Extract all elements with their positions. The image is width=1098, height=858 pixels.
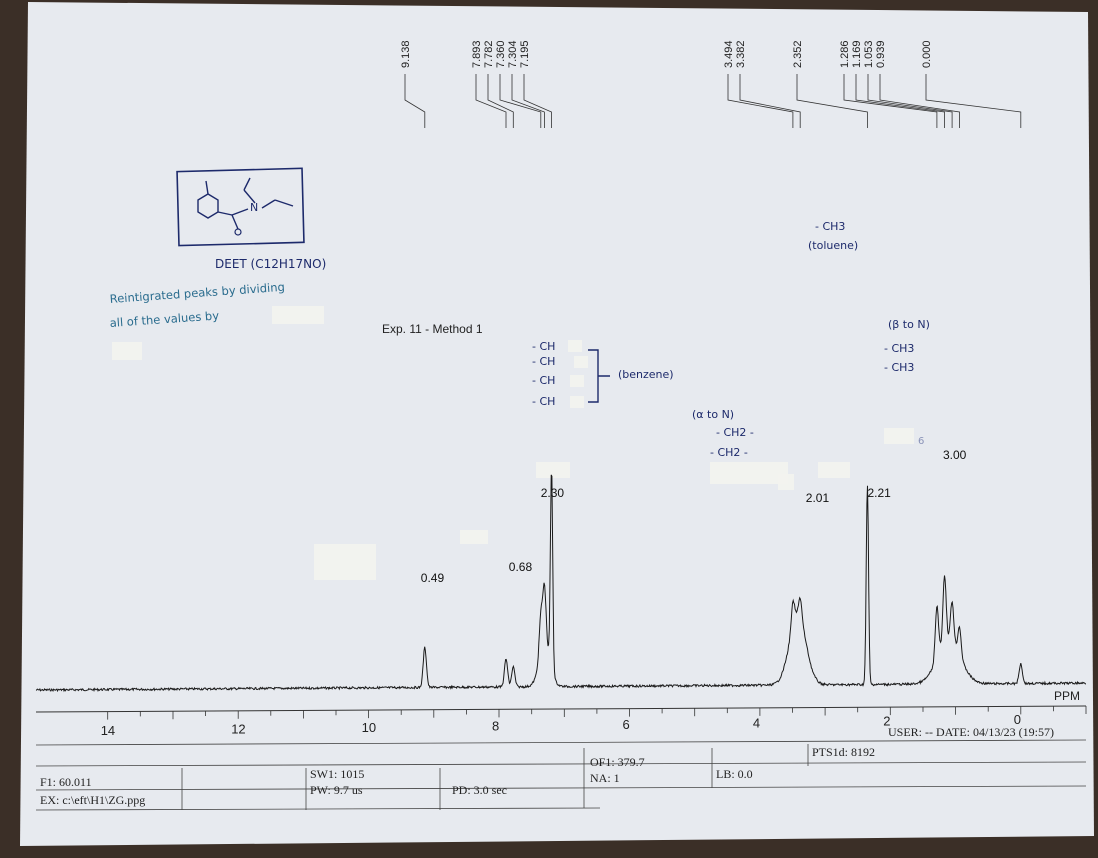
compound-name: DEET (C12H17NO) xyxy=(215,257,326,271)
peak-leader-line xyxy=(925,74,1022,128)
peak-label: 1.053 xyxy=(863,40,875,68)
toluene-ch3: - CH3 xyxy=(815,220,845,233)
peak-leader-line xyxy=(855,74,945,128)
tick-label: 4 xyxy=(753,715,760,730)
integral-value: 2.01 xyxy=(806,491,830,505)
beta-ch3-2: - CH3 xyxy=(884,361,914,374)
peak-label: 2.352 xyxy=(792,40,804,68)
benzene-annotation: - CH - CH - CH - CH (benzene) xyxy=(532,340,674,408)
integral-value: 2.30 xyxy=(541,486,565,500)
paper-sheet xyxy=(20,2,1094,846)
handwritten-six: 6 xyxy=(918,436,924,447)
beta-ch3-1: - CH3 xyxy=(884,342,914,355)
tape-patch xyxy=(314,544,376,580)
tick-label: 2 xyxy=(883,714,890,729)
benzene-label: (benzene) xyxy=(618,368,674,381)
toluene-label: (toluene) xyxy=(808,239,858,252)
integral-value: 0.49 xyxy=(421,571,445,585)
x-axis-label: PPM xyxy=(1054,689,1080,703)
peak-leader-line xyxy=(867,74,953,128)
x-axis-line xyxy=(35,705,1087,713)
peak-label: 3.382 xyxy=(735,40,747,68)
tape-patch xyxy=(272,306,324,324)
peak-leader-line xyxy=(499,74,542,128)
tape-patch xyxy=(818,462,850,478)
peak-label: 7.893 xyxy=(471,40,483,68)
tick-label: 12 xyxy=(231,722,245,737)
f1-value: F1: 60.011 xyxy=(40,775,92,789)
of1-value: OF1: 379.7 xyxy=(590,755,645,769)
spectrum-plot xyxy=(35,474,1086,693)
tape-patch xyxy=(884,428,914,444)
pd-value: PD: 3.0 sec xyxy=(452,783,507,797)
tick-label: 0 xyxy=(1014,712,1021,727)
peak-label: 7.304 xyxy=(507,40,519,68)
peak-leader-line xyxy=(523,74,552,128)
pts-value: PTS1d: 8192 xyxy=(812,745,875,759)
pw-value: PW: 9.7 us xyxy=(310,783,363,797)
tick-label: 8 xyxy=(492,718,499,733)
integral-label-group: 0.49 0.68 2.30 2.01 2.21 3.00 xyxy=(421,448,967,585)
alpha-annotation: (α to N) - CH2 - - CH2 - xyxy=(692,408,788,484)
benzene-ch-2: - CH xyxy=(532,355,555,368)
peak-leader-line xyxy=(475,74,507,128)
peak-leader-line xyxy=(487,74,514,128)
nitrogen-atom-label: N xyxy=(250,201,258,214)
beta-label: (β to N) xyxy=(888,318,930,331)
alpha-ch2-2: - CH2 - xyxy=(710,446,748,459)
peak-label: 1.169 xyxy=(851,40,863,68)
peak-label: 1.286 xyxy=(839,40,851,68)
tape-patch xyxy=(112,342,142,360)
integral-value: 0.68 xyxy=(509,560,533,574)
na-value: NA: 1 xyxy=(590,771,620,785)
tape-patch xyxy=(778,474,794,490)
integral-value: 3.00 xyxy=(943,448,967,462)
alpha-label: (α to N) xyxy=(692,408,734,421)
peak-leader-line xyxy=(404,74,426,128)
tape-patch xyxy=(536,462,570,478)
peak-leader-line xyxy=(511,74,545,128)
ppm-axis: PPM 14 12 10 8 6 4 2 0 xyxy=(35,689,1087,738)
spectrum-trace xyxy=(35,474,1086,693)
integral-value: 2.21 xyxy=(868,486,892,500)
peak-label: 9.138 xyxy=(400,40,412,68)
peak-label: 7.195 xyxy=(519,40,531,68)
user-date: USER: -- DATE: 04/13/23 (19:57) xyxy=(888,725,1054,739)
ex-value: EX: c:\eft\H1\ZG.ppg xyxy=(40,793,145,807)
tick-label: 10 xyxy=(362,720,376,735)
acquisition-parameters: USER: -- DATE: 04/13/23 (19:57) PTS1d: 8… xyxy=(35,725,1087,811)
lb-value: LB: 0.0 xyxy=(716,767,753,781)
benzene-ch-4: - CH xyxy=(532,395,555,408)
peak-label: 7.360 xyxy=(495,40,507,68)
deet-structure-drawing: N xyxy=(176,167,305,247)
tape-patch xyxy=(460,530,488,544)
peak-label: 0.000 xyxy=(921,40,933,68)
benzene-ch-3: - CH xyxy=(532,374,555,387)
peak-label-group: 9.138 7.893 7.782 7.360 7.304 7.195 3.494 3.382… xyxy=(400,40,1022,128)
peak-label: 3.494 xyxy=(723,40,735,68)
sw1-value: SW1: 1015 xyxy=(310,767,364,781)
peak-label: 7.782 xyxy=(483,40,495,68)
alpha-ch2-1: - CH2 - xyxy=(716,426,754,439)
peak-leader-line xyxy=(796,74,868,128)
tick-label: 14 xyxy=(101,723,115,738)
peak-leader-line xyxy=(843,74,938,128)
spectrum-title: Exp. 11 - Method 1 xyxy=(382,322,483,336)
peak-leader-line xyxy=(879,74,960,128)
benzene-ch-1: - CH xyxy=(532,340,555,353)
peak-leader-line xyxy=(739,74,801,128)
peak-label: 0.939 xyxy=(875,40,887,68)
peak-leader-line xyxy=(727,74,794,128)
tick-label: 6 xyxy=(623,717,630,732)
